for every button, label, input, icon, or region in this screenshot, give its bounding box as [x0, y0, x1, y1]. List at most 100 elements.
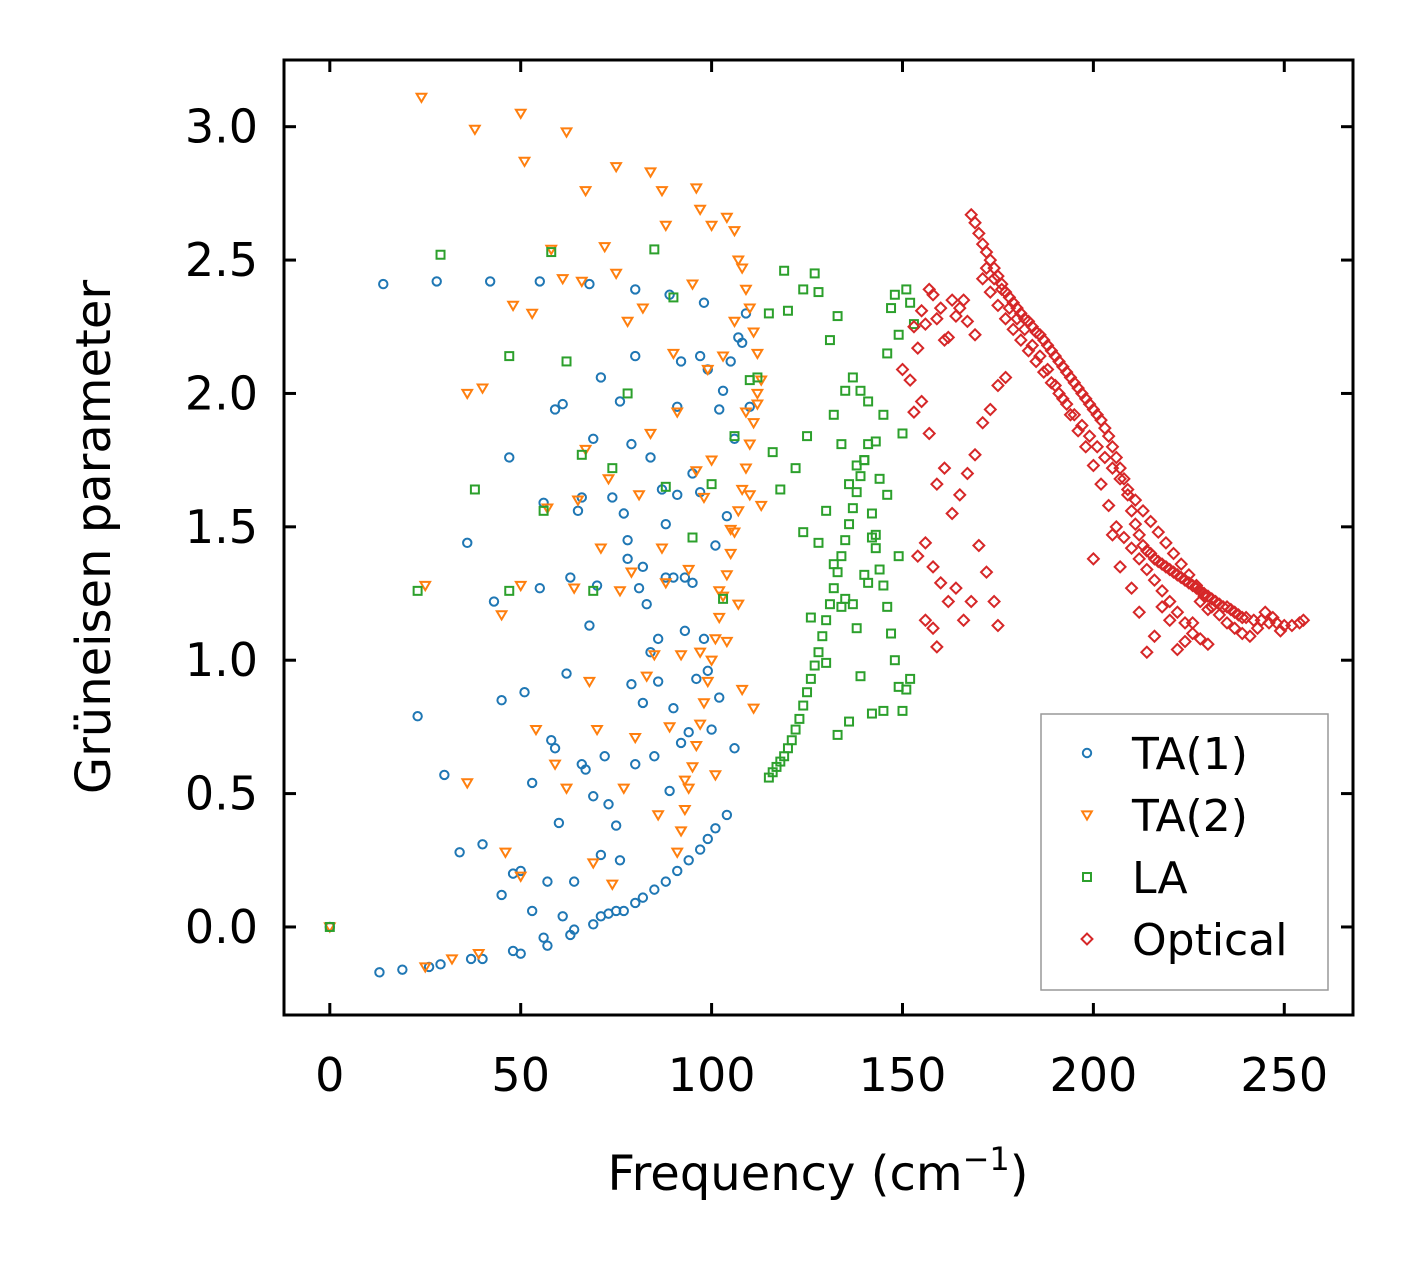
data-point [889, 655, 900, 666]
data-point [698, 297, 710, 308]
legend-entry: TA(2) [1080, 791, 1248, 842]
data-point [607, 492, 618, 503]
data-point [515, 865, 526, 877]
data-point [1235, 610, 1250, 625]
data-point [498, 847, 513, 859]
data-point [779, 265, 790, 276]
data-point [1040, 338, 1055, 353]
data-point [813, 537, 824, 548]
data-point [576, 449, 587, 460]
data-point [937, 333, 952, 347]
data-point [641, 598, 652, 610]
data-point [663, 722, 677, 734]
data-point [1101, 498, 1116, 513]
data-point [542, 876, 553, 887]
data-point [847, 503, 858, 514]
data-point [991, 618, 1005, 633]
data-point [836, 551, 847, 562]
data-point [926, 559, 940, 574]
data-point [1197, 589, 1211, 604]
data-point [929, 311, 944, 326]
data-point [609, 162, 623, 174]
data-point [1086, 551, 1101, 566]
data-point [721, 809, 733, 821]
plot-frame [282, 58, 1355, 1017]
data-point [836, 439, 847, 450]
data-point [720, 570, 734, 582]
data-point [622, 388, 633, 399]
data-point [659, 578, 673, 590]
data-point [828, 409, 839, 420]
data-point [637, 892, 649, 903]
data-point [484, 276, 496, 287]
data-point [1036, 333, 1051, 347]
data-point [546, 247, 557, 258]
data-point [1120, 487, 1135, 502]
data-point [1040, 362, 1055, 377]
data-point [863, 396, 874, 407]
data-point [679, 572, 691, 583]
data-point [598, 242, 612, 254]
data-point [1235, 626, 1250, 641]
data-point [529, 724, 543, 737]
data-point [747, 703, 761, 715]
data-point [468, 124, 482, 136]
data-point [809, 268, 820, 279]
y-tick-label: 0.0 [185, 900, 258, 954]
data-point [588, 791, 599, 802]
data-point [655, 543, 669, 555]
data-point [506, 300, 520, 312]
data-point [693, 719, 707, 731]
x-tick-label: 200 [1049, 1048, 1137, 1102]
legend-entry: LA [1082, 853, 1188, 904]
data-point [706, 479, 717, 490]
data-point [674, 826, 688, 838]
data-point [689, 740, 703, 753]
data-point [588, 585, 599, 596]
data-point [926, 287, 940, 302]
data-point [1086, 402, 1101, 417]
data-point [870, 529, 881, 540]
data-point [626, 679, 637, 690]
data-point [821, 657, 832, 668]
data-point [1117, 471, 1131, 486]
data-point [412, 585, 423, 596]
data-point [584, 620, 595, 631]
data-point [813, 287, 824, 298]
data-point [1021, 343, 1036, 358]
data-point [886, 628, 897, 639]
data-point [847, 599, 858, 610]
data-point [1147, 629, 1162, 644]
data-point [689, 183, 703, 195]
data-point [1185, 626, 1200, 641]
data-point [918, 317, 933, 331]
data-point [613, 586, 627, 598]
data-point [743, 439, 757, 451]
data-point [1078, 391, 1093, 406]
data-point [636, 303, 650, 315]
x-axis-label: Frequency (cm−1) [607, 1140, 1028, 1202]
data-point [1166, 546, 1181, 561]
data-point [1075, 418, 1089, 433]
data-point [1055, 359, 1070, 374]
data-point [1139, 645, 1154, 660]
data-point [617, 783, 631, 795]
data-point [649, 751, 660, 762]
data-point [614, 396, 626, 407]
data-point [571, 495, 585, 507]
legend-marker [1080, 932, 1094, 946]
data-point [599, 751, 610, 762]
data-point [979, 565, 994, 580]
data-point [1143, 514, 1158, 529]
data-point [743, 303, 757, 315]
data-point [643, 428, 658, 441]
data-point [882, 601, 893, 612]
data-point [1178, 634, 1192, 649]
data-point [949, 581, 963, 596]
data-point [878, 705, 889, 716]
data-point [739, 463, 753, 475]
data-point [727, 316, 742, 328]
data-point [702, 833, 713, 845]
data-point [1105, 461, 1120, 476]
data-point [1132, 605, 1147, 620]
